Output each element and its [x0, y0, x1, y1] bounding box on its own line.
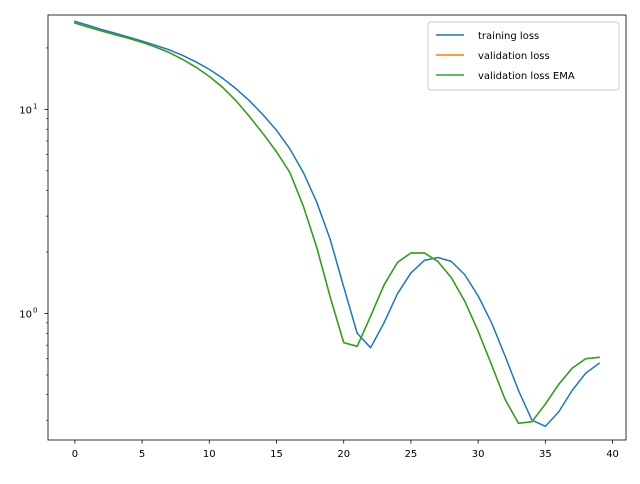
x-tick-label: 0 [72, 449, 78, 460]
x-tick-label: 35 [539, 449, 552, 460]
series-layer [73, 20, 601, 428]
x-tick-label: 25 [405, 449, 418, 460]
legend-label: validation loss [478, 51, 550, 62]
y-tick-label-exponent: 0 [33, 306, 37, 314]
legend: training loss validation loss validation l… [427, 21, 620, 91]
legend-label: training loss [478, 31, 539, 42]
x-tick-label: 15 [270, 449, 283, 460]
y-tick-label: 10 [19, 105, 32, 116]
x-tick-label: 20 [337, 449, 350, 460]
legend-frame [427, 21, 620, 91]
x-tick-label: 40 [606, 449, 619, 460]
x-tick-label: 10 [203, 449, 216, 460]
series-line-2 [73, 22, 600, 424]
plot-frame [47, 14, 627, 441]
y-tick-label-base: 10 [19, 105, 32, 116]
x-axis: 0 5 10 15 20 25 30 35 40 [72, 440, 619, 460]
x-tick-label: 30 [472, 449, 485, 460]
legend-label: validation loss EMA [478, 71, 575, 82]
y-tick-label-base: 10 [19, 309, 32, 320]
y-tick-label: 10 [19, 309, 32, 320]
x-tick-label: 5 [139, 449, 145, 460]
y-tick-label-exponent: 1 [33, 102, 37, 110]
series-line-0 [73, 20, 601, 428]
